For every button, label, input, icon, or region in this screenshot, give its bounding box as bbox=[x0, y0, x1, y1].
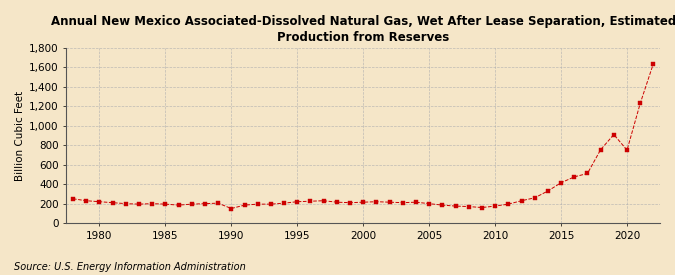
Text: Source: U.S. Energy Information Administration: Source: U.S. Energy Information Administ… bbox=[14, 262, 245, 272]
Y-axis label: Billion Cubic Feet: Billion Cubic Feet bbox=[15, 90, 25, 181]
Title: Annual New Mexico Associated-Dissolved Natural Gas, Wet After Lease Separation, : Annual New Mexico Associated-Dissolved N… bbox=[51, 15, 675, 44]
